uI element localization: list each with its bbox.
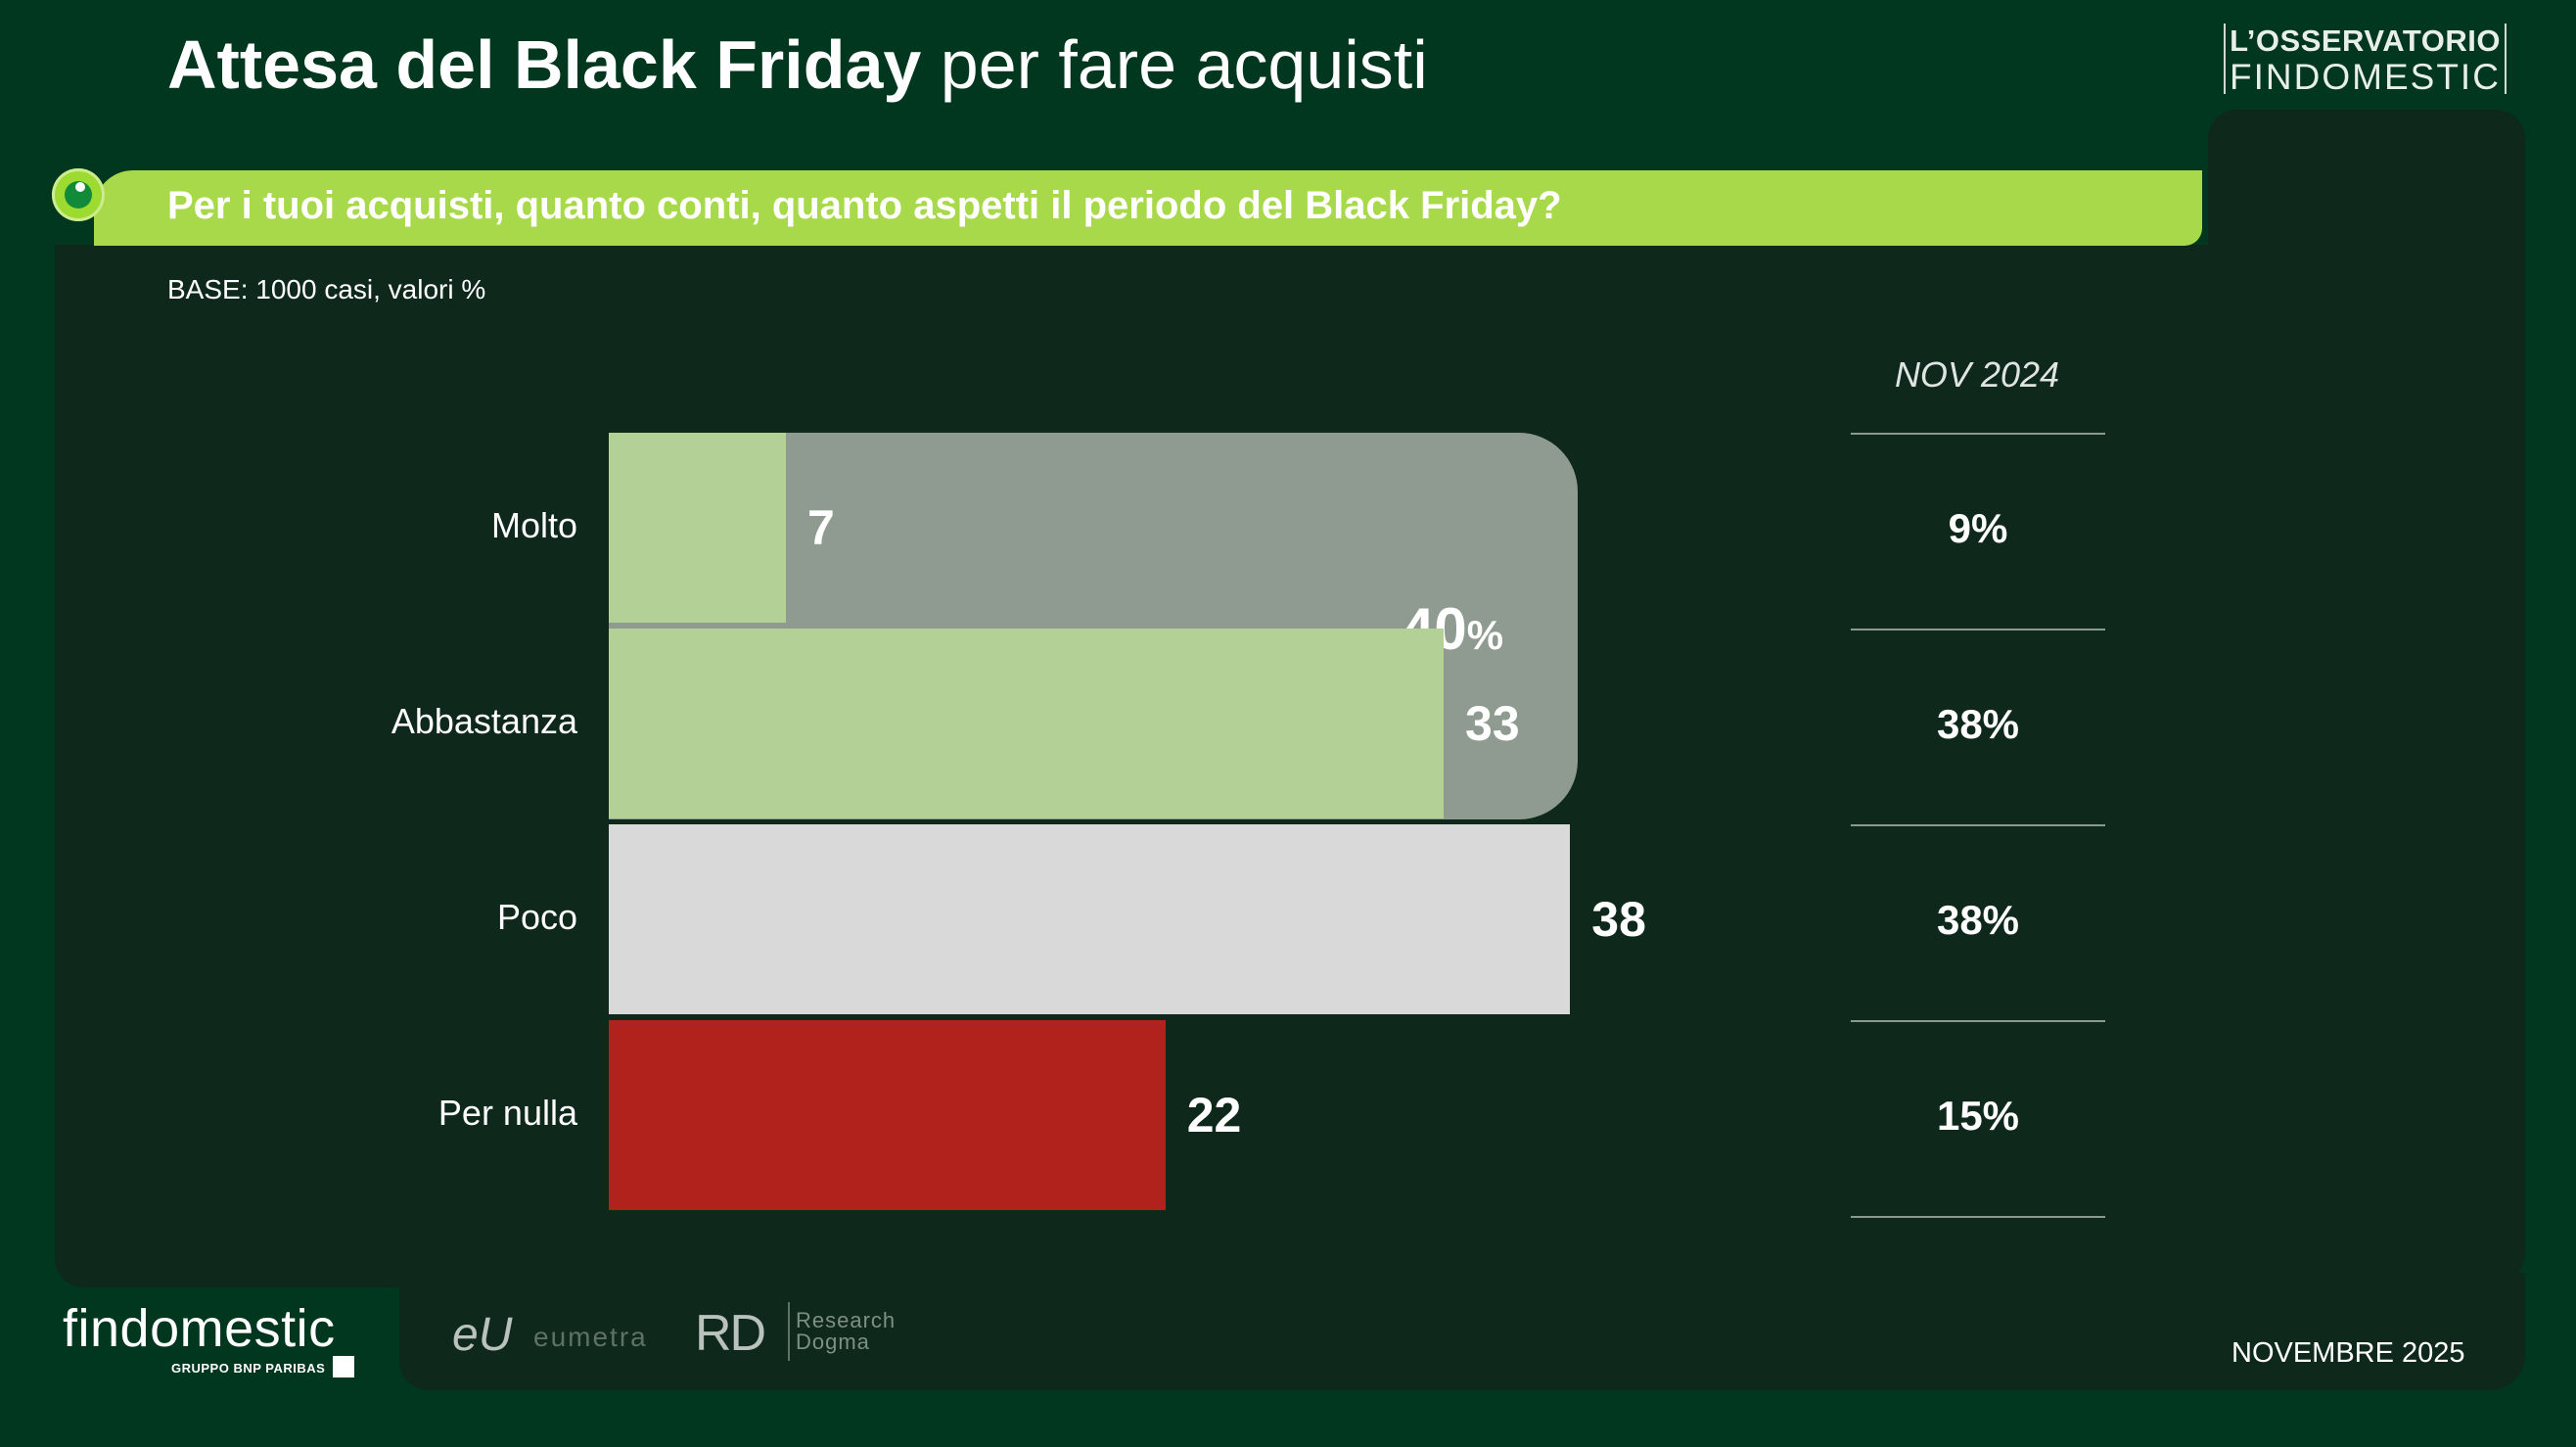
eumetra-logo-text: eumetra: [533, 1322, 648, 1352]
comparison-value: 9%: [1948, 505, 2008, 551]
logo-divider: [788, 1302, 790, 1361]
title-bold: Attesa del Black Friday: [167, 26, 922, 103]
category-label: Per nulla: [437, 1093, 577, 1133]
group-total-unit: %: [1466, 612, 1504, 658]
comparison-value: 15%: [1936, 1093, 2020, 1139]
question-text: Per i tuoi acquisti, quanto conti, quant…: [167, 184, 1562, 227]
bar-value-label: 7: [806, 500, 835, 555]
rd-line-1: Research: [796, 1308, 897, 1332]
eye-icon: [52, 168, 105, 221]
findomestic-logo: findomestic: [63, 1299, 336, 1358]
bar: [609, 1020, 1166, 1210]
bar: [609, 629, 1445, 818]
findomestic-logo-box: [0, 1288, 399, 1396]
brand-line-2: FINDOMESTIC: [2230, 57, 2501, 97]
comparison-separator: [1851, 433, 2105, 435]
category-label: Poco: [496, 897, 577, 937]
research-dogma-text: Research Dogma: [796, 1310, 896, 1353]
eumetra-logo: eU: [452, 1309, 513, 1361]
question-band: [94, 170, 2202, 246]
comparison-separator: [1851, 1020, 2105, 1022]
title-light: per fare acquisti: [940, 26, 1428, 103]
bar-value-label: 38: [1591, 892, 1646, 947]
bar: [609, 433, 786, 623]
osservatorio-logo: L’OSSERVATORIO FINDOMESTIC: [2224, 23, 2507, 97]
comparison-value: 38%: [1936, 897, 2020, 943]
comparison-value: 38%: [1936, 701, 2020, 747]
report-date: NOVEMBRE 2025: [2231, 1337, 2465, 1369]
comparison-separator: [1851, 629, 2105, 630]
page-title: Attesa del Black Friday per fare acquist…: [167, 25, 1428, 104]
findomestic-logo-sub: GRUPPO BNP PARIBAS: [171, 1361, 326, 1376]
category-label: Molto: [490, 505, 577, 545]
rd-line-2: Dogma: [796, 1330, 870, 1354]
bnp-icon: [333, 1356, 354, 1377]
bar-value-label: 33: [1465, 696, 1520, 751]
base-note: BASE: 1000 casi, valori %: [167, 274, 486, 304]
category-label: Abbastanza: [391, 701, 577, 741]
footer-panel: [399, 1273, 2525, 1390]
comparison-separator: [1851, 824, 2105, 826]
bar-value-label: 22: [1186, 1088, 1242, 1143]
bar: [609, 824, 1571, 1014]
comparison-header: NOV 2024: [1894, 354, 2060, 395]
research-dogma-logo: RD: [695, 1305, 766, 1362]
comparison-separator: [1851, 1216, 2105, 1218]
brand-line-1: L’OSSERVATORIO: [2230, 23, 2501, 58]
